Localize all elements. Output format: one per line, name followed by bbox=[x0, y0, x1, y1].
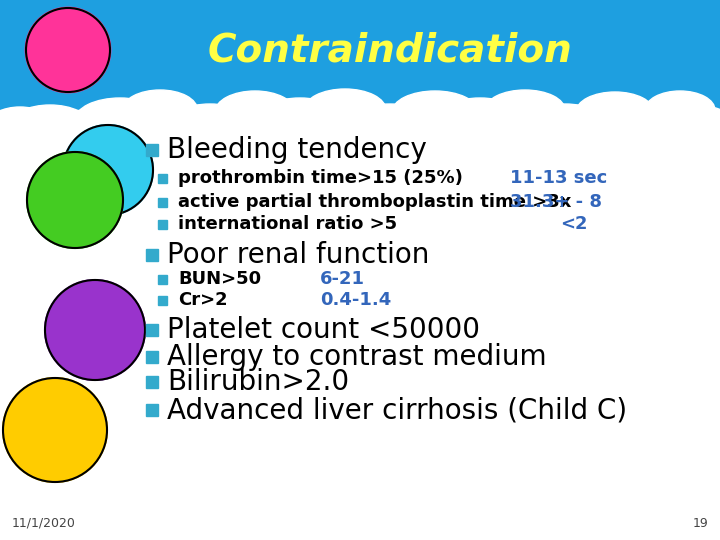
Bar bbox=[158, 198, 166, 206]
Bar bbox=[146, 376, 158, 388]
Ellipse shape bbox=[435, 98, 525, 142]
Ellipse shape bbox=[610, 102, 690, 142]
Bar bbox=[146, 351, 158, 363]
Bar bbox=[158, 295, 166, 305]
Ellipse shape bbox=[645, 91, 715, 129]
Ellipse shape bbox=[0, 107, 53, 143]
Text: Platelet count <50000: Platelet count <50000 bbox=[167, 316, 480, 344]
Ellipse shape bbox=[392, 91, 478, 133]
Circle shape bbox=[27, 152, 123, 248]
Ellipse shape bbox=[215, 91, 295, 133]
Ellipse shape bbox=[304, 89, 386, 131]
Ellipse shape bbox=[10, 105, 90, 145]
Text: 19: 19 bbox=[692, 517, 708, 530]
Bar bbox=[0, 110, 720, 540]
Ellipse shape bbox=[576, 92, 654, 132]
Bar bbox=[158, 173, 166, 183]
Text: 11/1/2020: 11/1/2020 bbox=[12, 517, 76, 530]
Text: international ratio >5: international ratio >5 bbox=[178, 215, 397, 233]
Ellipse shape bbox=[122, 90, 197, 130]
Text: Contraindication: Contraindication bbox=[207, 31, 572, 69]
Bar bbox=[158, 219, 166, 228]
Text: Cr>2: Cr>2 bbox=[178, 291, 228, 309]
Text: prothrombin time>15 (25%): prothrombin time>15 (25%) bbox=[178, 169, 463, 187]
Bar bbox=[146, 249, 158, 261]
Bar bbox=[158, 274, 166, 284]
Ellipse shape bbox=[346, 104, 434, 146]
Text: 0.4-1.4: 0.4-1.4 bbox=[320, 291, 391, 309]
Text: <2: <2 bbox=[560, 215, 588, 233]
Text: Bilirubin>2.0: Bilirubin>2.0 bbox=[167, 368, 349, 396]
Circle shape bbox=[3, 378, 107, 482]
Ellipse shape bbox=[485, 90, 565, 130]
Text: BUN>50: BUN>50 bbox=[178, 270, 261, 288]
Bar bbox=[146, 324, 158, 336]
Ellipse shape bbox=[523, 104, 608, 146]
Bar bbox=[146, 404, 158, 416]
Ellipse shape bbox=[665, 106, 720, 144]
Text: Advanced liver cirrhosis (Child C): Advanced liver cirrhosis (Child C) bbox=[167, 396, 627, 424]
Circle shape bbox=[45, 280, 145, 380]
Text: Allergy to contrast medium: Allergy to contrast medium bbox=[167, 343, 546, 371]
Text: Poor renal function: Poor renal function bbox=[167, 241, 429, 269]
Circle shape bbox=[26, 8, 110, 92]
Text: 31.3+ - 8: 31.3+ - 8 bbox=[510, 193, 602, 211]
Text: Bleeding tendency: Bleeding tendency bbox=[167, 136, 427, 164]
Ellipse shape bbox=[75, 98, 165, 142]
Ellipse shape bbox=[168, 104, 253, 146]
Bar bbox=[0, 0, 720, 100]
Text: 11-13 sec: 11-13 sec bbox=[510, 169, 607, 187]
Circle shape bbox=[63, 125, 153, 215]
Text: active partial thromboplastin time >3x: active partial thromboplastin time >3x bbox=[178, 193, 572, 211]
Text: 6-21: 6-21 bbox=[320, 270, 365, 288]
Bar bbox=[146, 144, 158, 156]
Ellipse shape bbox=[255, 98, 345, 142]
